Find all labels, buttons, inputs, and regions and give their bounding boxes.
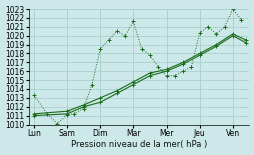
X-axis label: Pression niveau de la mer( hPa ): Pression niveau de la mer( hPa ) — [71, 140, 207, 149]
